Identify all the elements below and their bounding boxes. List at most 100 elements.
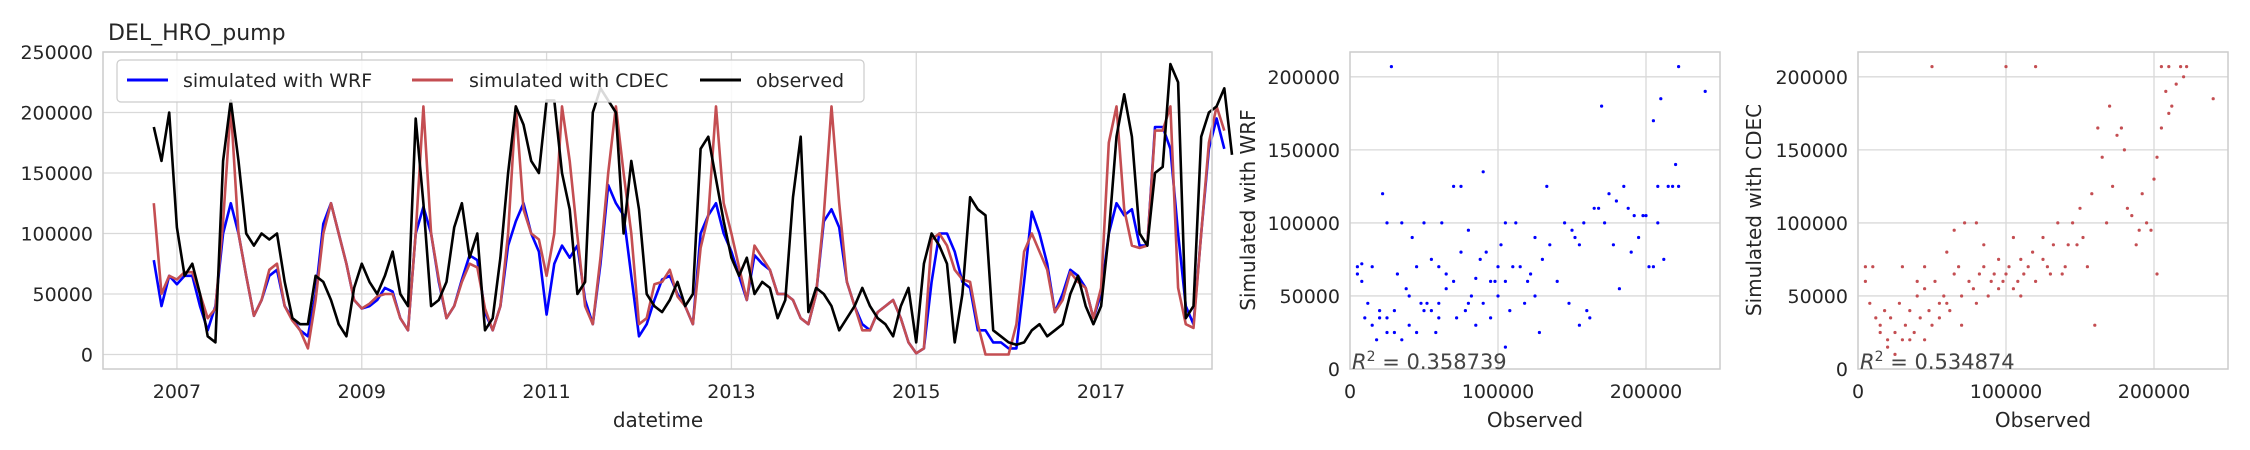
wrf-scatter-point bbox=[1529, 272, 1533, 276]
y-tick-label: 200000 bbox=[20, 102, 93, 124]
y-tick-label: 150000 bbox=[20, 163, 93, 185]
scatter-wrf-r2-annotation: R2 = 0.358739 bbox=[1352, 349, 1507, 374]
wrf-scatter-point bbox=[1651, 265, 1655, 269]
wrf-scatter-point bbox=[1533, 235, 1537, 240]
cdec-scatter-point bbox=[1974, 301, 1978, 305]
y-tick-label: 250000 bbox=[20, 42, 93, 64]
wrf-scatter-point bbox=[1545, 184, 1549, 188]
wrf-scatter-point bbox=[1463, 309, 1467, 313]
wrf-scatter-point bbox=[1656, 184, 1660, 188]
legend-label-observed: observed bbox=[756, 70, 844, 92]
cdec-scatter-point bbox=[1945, 250, 1949, 254]
wrf-scatter-point bbox=[1656, 221, 1660, 225]
cdec-scatter-point bbox=[1883, 309, 1887, 313]
wrf-scatter-point bbox=[1511, 265, 1515, 269]
cdec-scatter-point bbox=[2119, 126, 2123, 130]
cdec-scatter-point bbox=[2041, 257, 2045, 261]
cdec-scatter-point bbox=[2034, 65, 2038, 69]
cdec-scatter-point bbox=[2211, 97, 2215, 101]
wrf-scatter-point bbox=[1400, 338, 1404, 342]
wrf-scatter-point bbox=[1474, 276, 1478, 280]
cdec-scatter-point bbox=[1963, 221, 1967, 225]
x-tick-label: 100000 bbox=[1462, 381, 1535, 403]
wrf-scatter-point bbox=[1614, 199, 1618, 203]
x-tick-label: 2007 bbox=[153, 381, 201, 403]
cdec-scatter-point bbox=[2075, 243, 2079, 247]
wrf-scatter-point bbox=[1629, 250, 1633, 254]
cdec-scatter-point bbox=[2090, 192, 2094, 196]
wrf-scatter-point bbox=[1392, 309, 1396, 313]
wrf-scatter-point bbox=[1466, 301, 1470, 305]
cdec-scatter-point bbox=[2016, 279, 2020, 283]
cdec-scatter-point bbox=[2001, 279, 2005, 283]
cdec-scatter-point bbox=[2115, 133, 2119, 137]
cdec-scatter-point bbox=[2100, 155, 2104, 159]
wrf-scatter-point bbox=[1437, 301, 1441, 305]
cdec-scatter-point bbox=[2004, 272, 2008, 276]
wrf-scatter-point bbox=[1666, 184, 1670, 188]
wrf-scatter-point bbox=[1407, 294, 1411, 298]
wrf-scatter-point bbox=[1499, 243, 1503, 247]
wrf-scatter-point bbox=[1567, 301, 1571, 305]
wrf-scatter-point bbox=[1481, 301, 1485, 305]
wrf-scatter-point bbox=[1459, 250, 1463, 254]
wrf-scatter-point bbox=[1437, 265, 1441, 269]
cdec-scatter-point bbox=[1942, 294, 1946, 298]
cdec-scatter-point bbox=[2026, 265, 2030, 269]
scatter-cdec-r2-annotation: R2 = 0.534874 bbox=[1860, 349, 2015, 374]
y-tick-label: 100000 bbox=[20, 223, 93, 245]
y-tick-label: 0 bbox=[1836, 359, 1848, 381]
wrf-scatter-point bbox=[1585, 309, 1589, 313]
cdec-scatter-point bbox=[1912, 330, 1916, 335]
wrf-scatter-point bbox=[1469, 294, 1473, 298]
cdec-scatter-point bbox=[1871, 265, 1875, 269]
cdec-scatter-point bbox=[2167, 111, 2171, 115]
cdec-scatter-point bbox=[1886, 345, 1890, 349]
legend-box bbox=[116, 59, 865, 103]
wrf-scatter-point bbox=[1452, 279, 1456, 283]
cdec-scatter-point bbox=[2125, 206, 2129, 210]
cdec-scatter-point bbox=[2111, 184, 2115, 188]
wrf-scatter-point bbox=[1422, 221, 1426, 225]
cdec-scatter-point bbox=[1893, 330, 1897, 335]
cdec-scatter-point bbox=[1878, 330, 1882, 335]
scatter-wrf-frame bbox=[1349, 51, 1721, 370]
wrf-scatter-point bbox=[1484, 250, 1488, 254]
y-tick-label: 150000 bbox=[1775, 140, 1848, 162]
cdec-scatter-point bbox=[2159, 126, 2163, 130]
y-tick-label: 100000 bbox=[1775, 213, 1848, 235]
series-line-cdec bbox=[152, 105, 1226, 356]
timeseries-x-label: datetime bbox=[613, 408, 703, 432]
cdec-scatter-point bbox=[2108, 104, 2112, 108]
wrf-scatter-point bbox=[1481, 170, 1485, 174]
wrf-scatter-point bbox=[1526, 279, 1530, 283]
wrf-scatter-point bbox=[1474, 323, 1478, 327]
y-tick-label: 50000 bbox=[1280, 286, 1340, 308]
cdec-scatter-point bbox=[2122, 148, 2126, 152]
scatter-wrf-panel: 0 50000 100000 150000 200000 0 100000 200000 O… bbox=[1236, 51, 1721, 432]
y-tick-label: 50000 bbox=[1788, 286, 1848, 308]
wrf-scatter-point bbox=[1508, 309, 1512, 313]
cdec-scatter-point bbox=[2145, 221, 2149, 225]
legend: simulated with WRF simulated with CDEC o… bbox=[116, 59, 865, 103]
cdec-scatter-point bbox=[1948, 309, 1952, 313]
wrf-scatter-point bbox=[1644, 214, 1648, 218]
cdec-scatter-point bbox=[2019, 257, 2023, 261]
wrf-scatter-point bbox=[1617, 287, 1621, 291]
wrf-scatter-point bbox=[1603, 221, 1607, 225]
wrf-scatter-point bbox=[1611, 243, 1615, 247]
wrf-scatter-point bbox=[1540, 257, 1544, 261]
wrf-scatter-point bbox=[1385, 316, 1389, 320]
wrf-scatter-point bbox=[1677, 184, 1681, 188]
wrf-scatter-point bbox=[1489, 279, 1493, 283]
cdec-scatter-point bbox=[2034, 279, 2038, 283]
wrf-scatter-point bbox=[1607, 192, 1611, 196]
wrf-scatter-point bbox=[1355, 265, 1359, 269]
wrf-scatter-point bbox=[1452, 184, 1456, 188]
wrf-scatter-point bbox=[1425, 301, 1429, 305]
wrf-scatter-point bbox=[1523, 301, 1527, 305]
wrf-scatter-point bbox=[1404, 287, 1408, 291]
wrf-scatter-point bbox=[1489, 316, 1493, 320]
cdec-scatter-point bbox=[1908, 309, 1912, 313]
cdec-scatter-point bbox=[2137, 228, 2141, 232]
